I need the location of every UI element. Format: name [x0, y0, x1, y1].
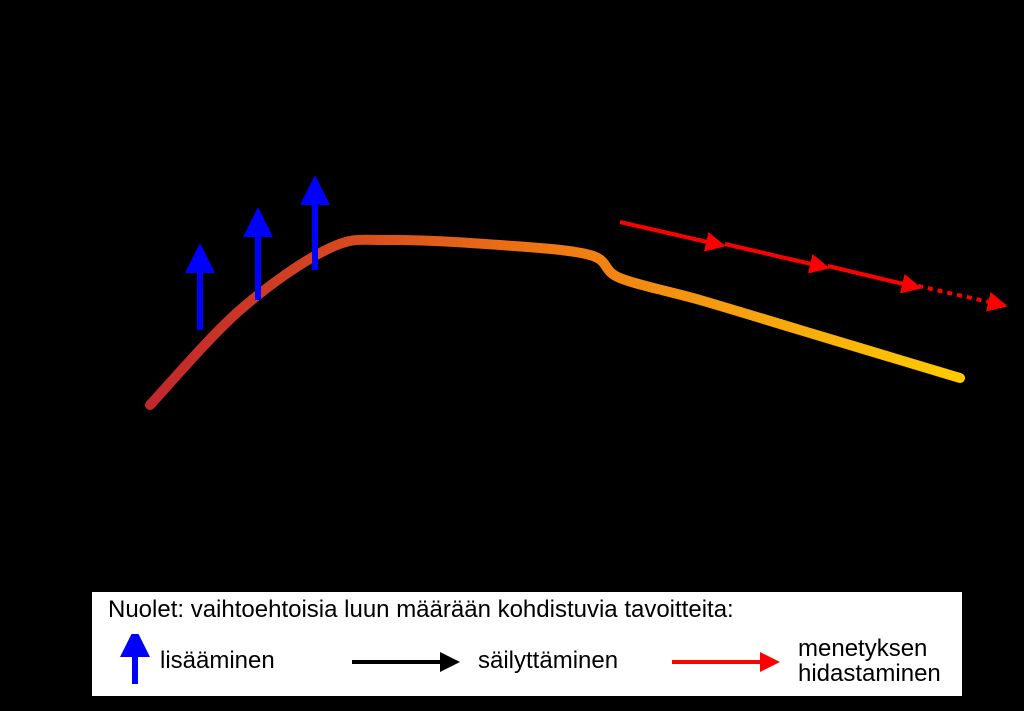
legend-title: Nuolet: vaihtoehtoisia luun määrään kohd…	[108, 596, 734, 624]
legend-red-arrow-icon	[670, 652, 780, 672]
blue-arrows-group	[200, 190, 315, 330]
maintain-arrow	[340, 212, 600, 222]
legend-blue-label: lisääminen	[160, 648, 275, 673]
legend-red-label: menetyksen hidastaminen	[798, 636, 941, 686]
legend-black-label: säilyttäminen	[478, 648, 618, 673]
legend-blue-arrow-icon	[120, 634, 150, 686]
bone-mass-curve	[150, 240, 960, 405]
legend-black-arrow-icon	[350, 652, 460, 672]
chart-root: { "title": "liikunnan mahdollisuudet vah…	[0, 0, 1024, 711]
